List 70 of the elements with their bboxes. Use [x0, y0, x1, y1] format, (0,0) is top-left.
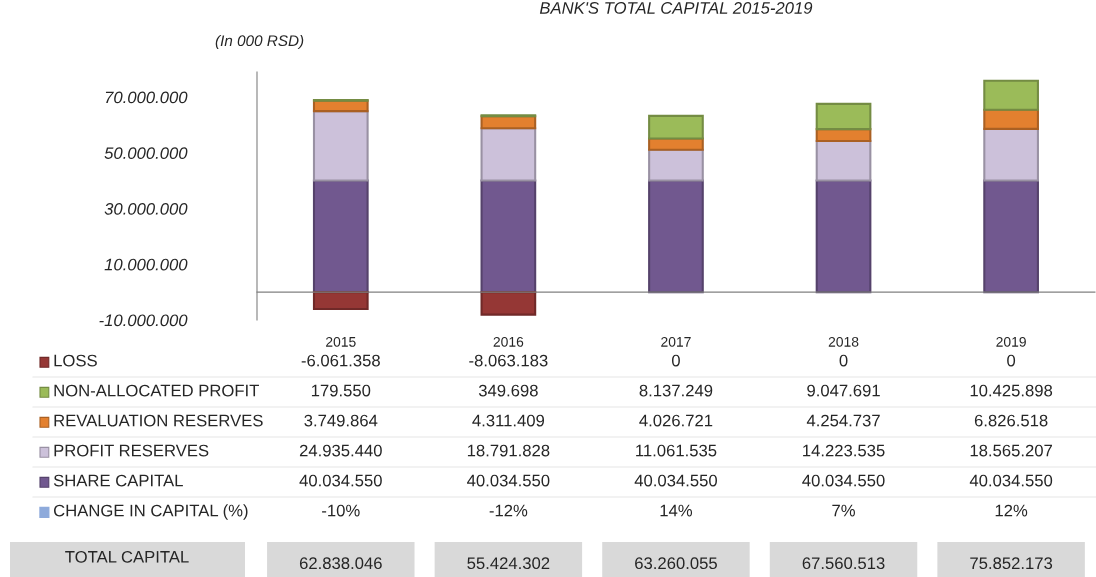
- bar: [480, 127, 537, 182]
- data-label: 6.826.518: [974, 414, 1048, 427]
- bar: [983, 108, 1039, 130]
- x-tick-label: 2016: [493, 336, 524, 347]
- legend-label: REVALUATION RESERVES: [54, 414, 263, 427]
- text: 7%: [832, 504, 855, 517]
- bar: [312, 179, 369, 294]
- data-label: 40.034.550: [634, 474, 718, 487]
- legend-label: SHARE CAPITAL: [53, 474, 183, 487]
- bar: [983, 79, 1039, 111]
- text: -10%: [322, 504, 360, 517]
- bar: [815, 139, 872, 182]
- data-label: 18.565.207: [970, 444, 1052, 457]
- data-label: 10.425.898: [970, 384, 1053, 397]
- bar: [815, 102, 872, 131]
- y-tick-label: 30.000.000: [104, 202, 188, 215]
- data-label: 4.026.721: [639, 414, 713, 427]
- text: CHANGE IN CAPITAL (%): [54, 504, 248, 520]
- legend-label: LOSS: [54, 354, 97, 367]
- data-label: 18.791.828: [467, 444, 550, 457]
- bar: [815, 179, 872, 294]
- chart-title: BANK'S TOTAL CAPITAL 2015-2019: [539, 2, 813, 14]
- text: TOTAL CAPITAL: [65, 550, 189, 563]
- data-label: 4.254.737: [806, 414, 880, 427]
- bar: [983, 127, 1039, 182]
- y-tick-label: 50.000.000: [104, 147, 188, 160]
- y-tick-label: -10.000.000: [99, 314, 188, 327]
- data-label: 14.223.535: [803, 444, 885, 457]
- bar: [648, 114, 704, 140]
- y-tick-label: 70.000.000: [105, 91, 188, 104]
- data-label: 0: [671, 354, 680, 367]
- bar: [983, 179, 1039, 294]
- y-tick-label: 10.000.000: [104, 258, 188, 271]
- text: 75.852.173: [970, 557, 1053, 570]
- x-tick-label: 2015: [326, 336, 356, 347]
- data-label: 40.034.550: [969, 474, 1053, 487]
- x-tick-label: 2019: [996, 336, 1026, 347]
- text: 14%: [660, 504, 693, 517]
- data-label: 11.061.535: [636, 444, 717, 457]
- bar: [480, 179, 537, 294]
- data-label: 40.034.550: [299, 474, 382, 487]
- legend-label: NON-ALLOCATED PROFIT: [54, 384, 259, 397]
- text: 55.424.302: [467, 557, 550, 570]
- data-label: 24.935.440: [299, 444, 382, 457]
- data-label: 0: [1007, 354, 1016, 367]
- text: 63.260.055: [635, 557, 717, 570]
- text: 67.560.513: [802, 557, 885, 570]
- bar: [480, 291, 537, 316]
- data-label: 40.034.550: [467, 474, 550, 487]
- data-label: 3.749.864: [304, 414, 378, 427]
- y-axis-title: (In 000 RSD): [215, 34, 304, 50]
- data-label: 179.550: [311, 384, 371, 397]
- text: 12%: [995, 504, 1028, 517]
- bar: [648, 148, 704, 182]
- x-tick-label: 2017: [661, 336, 691, 347]
- data-label: 40.034.550: [802, 474, 885, 487]
- bar: [312, 110, 369, 182]
- data-label: 0: [839, 354, 848, 367]
- legend-label: PROFIT RESERVES: [54, 444, 209, 457]
- data-label: 349.698: [478, 384, 538, 397]
- text: 62.838.046: [299, 557, 382, 570]
- x-tick-label: 2018: [828, 336, 859, 347]
- bar: [312, 291, 369, 311]
- bar: [648, 179, 704, 294]
- data-label: 9.047.691: [807, 384, 880, 397]
- text: -12%: [489, 504, 528, 517]
- data-label: 8.137.249: [639, 384, 713, 397]
- data-label: -8.063.183: [469, 354, 548, 367]
- data-label: 4.311.409: [472, 414, 545, 427]
- data-label: -6.061.358: [301, 354, 380, 367]
